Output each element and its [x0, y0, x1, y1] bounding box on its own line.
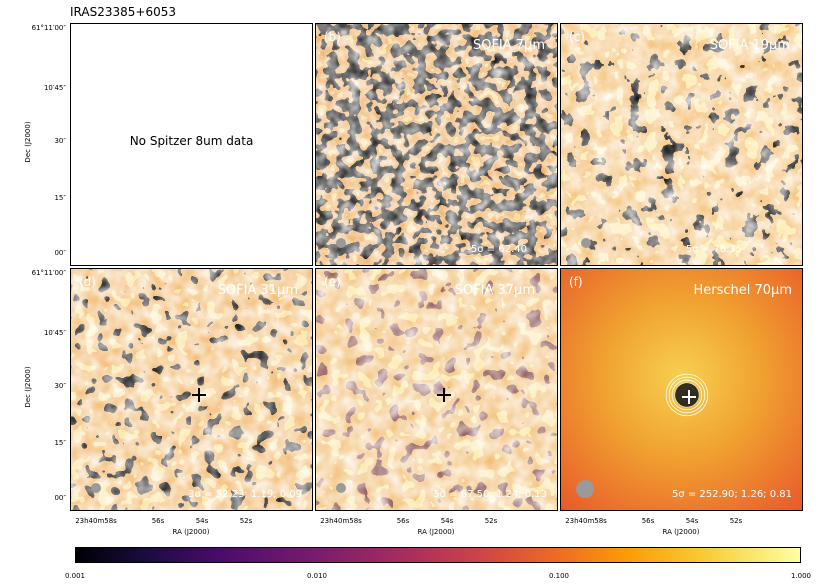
source-crosshair	[682, 390, 696, 404]
panel-b: (b) SOFIA 7μm 5σ = 62.40	[315, 23, 558, 266]
colorbar-tick: 0.010	[306, 572, 328, 580]
wavelength-label: SOFIA 31μm	[217, 283, 298, 298]
beam-marker	[576, 480, 594, 498]
sigma-label: 3σ = 52.23; 1.19; 0.09	[188, 489, 302, 500]
wavelength-label: SOFIA 37μm	[454, 283, 535, 298]
x-tick: 52s	[484, 517, 498, 525]
x-axis-label: RA (J2000)	[662, 528, 700, 536]
panel-label: (f)	[569, 275, 583, 289]
wavelength-label: SOFIA 19μm	[709, 38, 790, 53]
x-tick: 23h40m58s	[75, 517, 117, 525]
x-tick: 23h40m58s	[320, 517, 362, 525]
beam-marker	[581, 238, 591, 248]
sigma-label: 5σ = 67.50; 1.24; 0.13	[433, 489, 547, 500]
panel-d-image	[71, 269, 312, 510]
beam-marker	[336, 483, 346, 493]
y-tick: 30″	[54, 382, 66, 390]
colorbar	[75, 547, 801, 563]
panel-label: (d)	[79, 275, 96, 289]
y-tick: 61°11′00″	[31, 269, 66, 277]
y-tick: 61°11′00″	[31, 24, 66, 32]
x-tick: 52s	[239, 517, 253, 525]
source-crosshair	[192, 388, 206, 402]
x-tick: 56s	[151, 517, 165, 525]
y-tick: 00″	[54, 249, 66, 257]
panel-c-image	[561, 24, 802, 265]
y-tick: 10′45″	[43, 329, 66, 337]
x-axis-label: RA (J2000)	[172, 528, 210, 536]
panel-d: (d) SOFIA 31μm 3σ = 52.23; 1.19; 0.09	[70, 268, 313, 511]
panel-f-image	[561, 269, 802, 510]
x-tick: 52s	[729, 517, 743, 525]
panel-b-image	[316, 24, 557, 265]
y-tick: 30″	[54, 137, 66, 145]
beam-marker	[91, 483, 101, 493]
x-tick: 54s	[685, 517, 699, 525]
panel-label: (b)	[324, 30, 341, 44]
wavelength-label: Herschel 70μm	[693, 283, 793, 298]
panel-label: (c)	[569, 30, 585, 44]
x-tick: 54s	[195, 517, 209, 525]
panel-c: (c) SOFIA 19μm 5σ = 76.35	[560, 23, 803, 266]
y-axis-label: Dec (J2000)	[24, 121, 32, 163]
sigma-label: 5σ = 252.90; 1.26; 0.81	[671, 489, 792, 500]
panel-a: No Spitzer 8um data	[70, 23, 313, 266]
x-tick: 56s	[641, 517, 655, 525]
x-tick: 56s	[396, 517, 410, 525]
figure-title: IRAS23385+6053	[70, 5, 176, 19]
panel-e-image	[316, 269, 557, 510]
y-tick: 00″	[54, 494, 66, 502]
source-crosshair	[437, 388, 451, 402]
wavelength-label: SOFIA 7μm	[472, 38, 545, 53]
y-tick: 15″	[54, 194, 66, 202]
colorbar-tick: 0.100	[548, 572, 570, 580]
panel-f: (f) Herschel 70μm 5σ = 252.90; 1.26; 0.8…	[560, 268, 803, 511]
sigma-label: 5σ = 76.35	[685, 244, 742, 255]
colorbar-tick: 0.001	[64, 572, 86, 580]
panel-label: (e)	[324, 275, 341, 289]
y-tick: 15″	[54, 439, 66, 447]
panel-e: (e) SOFIA 37μm 5σ = 67.50; 1.24; 0.13	[315, 268, 558, 511]
x-tick: 54s	[440, 517, 454, 525]
no-data-note: No Spitzer 8um data	[129, 134, 254, 148]
colorbar-tick: 1.000	[790, 572, 812, 580]
y-tick: 10′45″	[43, 84, 66, 92]
y-axis-label: Dec (J2000)	[24, 366, 32, 408]
x-axis-label: RA (J2000)	[417, 528, 455, 536]
beam-marker	[336, 238, 346, 248]
x-tick: 23h40m58s	[565, 517, 607, 525]
sigma-label: 5σ = 62.40	[470, 244, 527, 255]
